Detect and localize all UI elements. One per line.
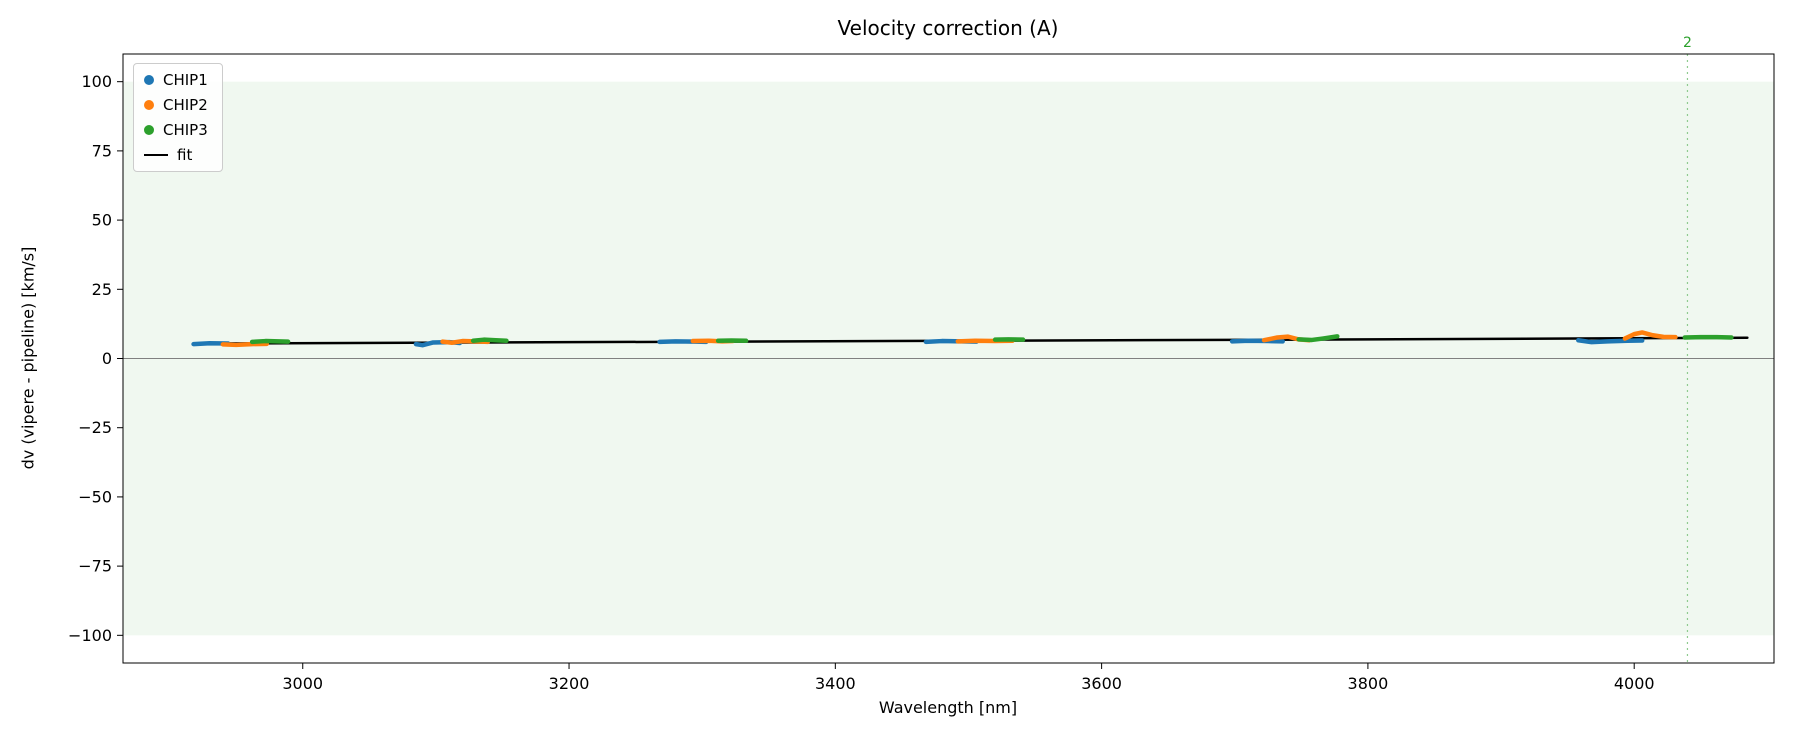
y-tick-label: 100 — [81, 72, 112, 91]
legend-label: CHIP3 — [163, 121, 208, 139]
legend-marker-chip2 — [144, 100, 154, 110]
legend-label: CHIP2 — [163, 96, 208, 114]
y-tick-label: 25 — [92, 280, 112, 299]
legend-label: fit — [177, 146, 193, 164]
x-tick-label: 4000 — [1614, 674, 1655, 693]
legend: CHIP1 CHIP2 CHIP3 fit — [133, 63, 223, 172]
series-segment-chip1 — [1576, 337, 1645, 345]
series-segment-chip3 — [1296, 334, 1340, 343]
series-segment-chip2 — [220, 341, 270, 348]
y-tick-label: 0 — [102, 349, 112, 368]
x-tick-label: 3000 — [282, 674, 323, 693]
series-segment-chip2 — [1622, 330, 1678, 341]
chart-title: Velocity correction (A) — [837, 16, 1059, 40]
x-axis-label: Wavelength [nm] — [878, 698, 1018, 717]
y-tick-label: 75 — [92, 141, 112, 160]
series-segment-chip3 — [249, 338, 291, 345]
legend-label: CHIP1 — [163, 71, 208, 89]
x-tick-label: 3400 — [815, 674, 856, 693]
y-tick-label: −50 — [78, 487, 112, 506]
x-tick-label: 3800 — [1348, 674, 1389, 693]
x-tick-label: 3600 — [1081, 674, 1122, 693]
y-tick-label: −100 — [68, 626, 112, 645]
legend-entry-chip2: CHIP2 — [144, 96, 208, 114]
order-marker-label: 2 — [1683, 35, 1692, 51]
legend-entry-fit: fit — [144, 146, 208, 164]
legend-marker-chip1 — [144, 75, 154, 85]
legend-entry-chip3: CHIP3 — [144, 121, 208, 139]
series-segment-chip1 — [1229, 338, 1285, 344]
legend-entry-chip1: CHIP1 — [144, 71, 208, 89]
y-tick-label: −75 — [78, 557, 112, 576]
x-tick-label: 3200 — [549, 674, 590, 693]
legend-marker-fit — [144, 154, 168, 156]
y-tick-label: −25 — [78, 418, 112, 437]
series-segment-chip3 — [470, 337, 509, 344]
y-tick-label: 50 — [92, 211, 112, 230]
legend-marker-chip3 — [144, 125, 154, 135]
